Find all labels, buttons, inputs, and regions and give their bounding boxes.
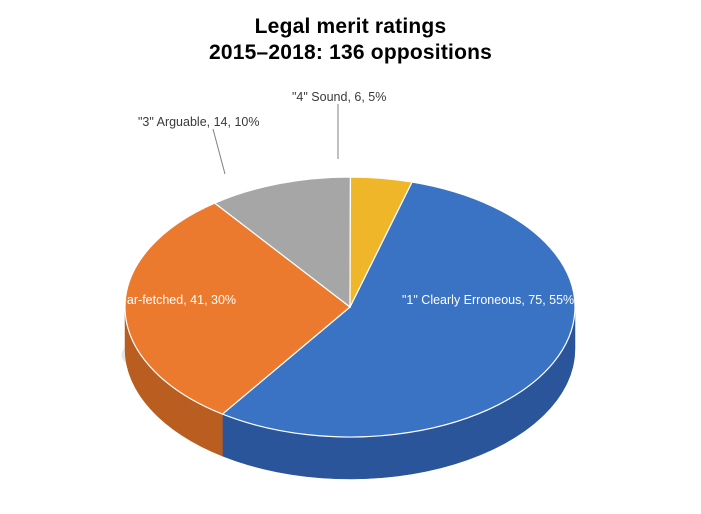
slice-label: "3" Arguable, 14, 10%	[138, 115, 259, 129]
pie-chart: "1" Clearly Erroneous, 75, 55% "2" Far-fe…	[0, 67, 701, 497]
leader-line	[213, 129, 225, 174]
chart-title: Legal merit ratings 2015–2018: 136 oppos…	[0, 0, 701, 67]
title-line-1: Legal merit ratings	[255, 15, 447, 38]
title-line-2: 2015–2018: 136 oppositions	[209, 41, 492, 64]
slice-label: "1" Clearly Erroneous, 75, 55%	[402, 293, 574, 307]
slice-label: "2" Far-fetched, 41, 30%	[100, 293, 236, 307]
slice-label: "4" Sound, 6, 5%	[292, 90, 386, 104]
